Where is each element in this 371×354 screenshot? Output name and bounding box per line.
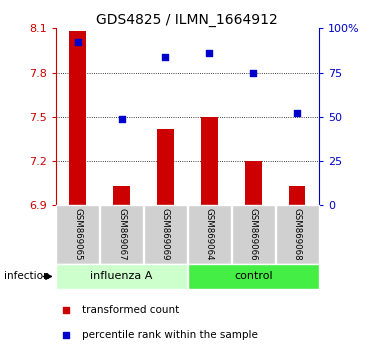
- Text: influenza A: influenza A: [90, 272, 153, 281]
- Bar: [56, 205, 99, 264]
- Text: GSM869064: GSM869064: [205, 208, 214, 261]
- Text: GSM869069: GSM869069: [161, 208, 170, 261]
- Bar: [201, 117, 218, 205]
- Title: GDS4825 / ILMN_1664912: GDS4825 / ILMN_1664912: [96, 13, 278, 27]
- Bar: [188, 264, 319, 289]
- Text: GSM869065: GSM869065: [73, 208, 82, 261]
- Bar: [113, 186, 130, 205]
- Bar: [144, 205, 187, 264]
- Bar: [100, 205, 143, 264]
- Bar: [289, 186, 305, 205]
- Bar: [245, 161, 262, 205]
- Text: GSM869068: GSM869068: [293, 208, 302, 261]
- Text: GSM869066: GSM869066: [249, 208, 258, 261]
- Point: [162, 54, 168, 59]
- Text: transformed count: transformed count: [82, 305, 179, 315]
- Point: [119, 116, 125, 121]
- Point: [250, 70, 256, 75]
- Point: [294, 110, 300, 116]
- Bar: [157, 129, 174, 205]
- Text: percentile rank within the sample: percentile rank within the sample: [82, 330, 258, 339]
- Bar: [69, 31, 86, 205]
- Bar: [56, 264, 187, 289]
- Text: GSM869067: GSM869067: [117, 208, 126, 261]
- Point: [75, 40, 81, 45]
- Text: control: control: [234, 272, 273, 281]
- Bar: [232, 205, 275, 264]
- Bar: [276, 205, 319, 264]
- Text: infection: infection: [4, 272, 49, 281]
- Point: [206, 50, 212, 56]
- Bar: [188, 205, 231, 264]
